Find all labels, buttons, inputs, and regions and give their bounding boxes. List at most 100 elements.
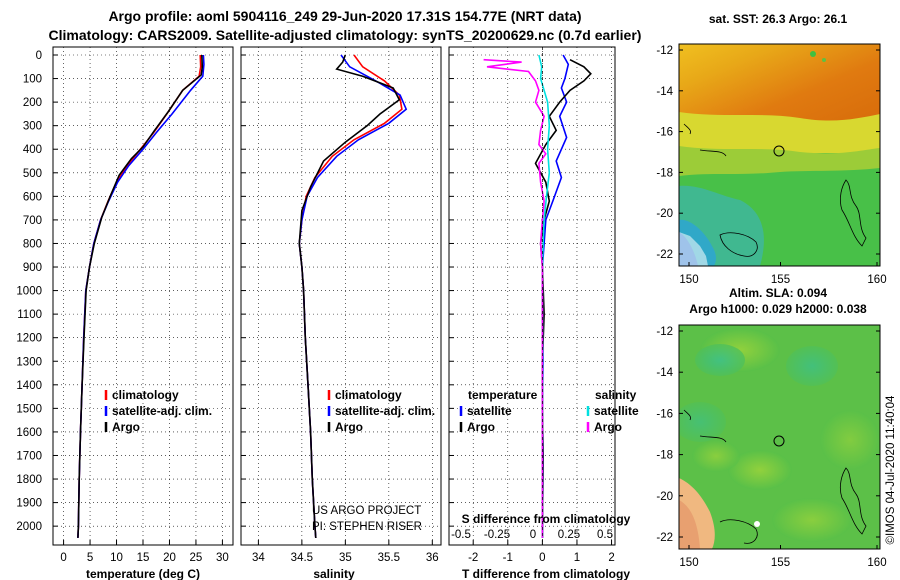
y-tick-label: 1200 bbox=[16, 333, 42, 345]
y-tick-label: 1000 bbox=[16, 286, 42, 298]
sla-map-title: Altim. SLA: 0.094 bbox=[729, 286, 827, 300]
legend-climatology: climatology bbox=[335, 388, 402, 402]
pi-annotation: PI: STEPHEN RISER bbox=[312, 521, 422, 533]
s-tick-label: 0 bbox=[530, 529, 536, 541]
s-tick-label: 0.5 bbox=[597, 529, 613, 541]
legend-t-argo: Argo bbox=[467, 420, 495, 434]
map-y-label: -14 bbox=[656, 86, 673, 98]
y-tick-label: 2000 bbox=[16, 521, 42, 533]
map-y-label: -12 bbox=[656, 45, 673, 57]
x-tick-label: 15 bbox=[137, 552, 150, 564]
legend-argo: Argo bbox=[335, 420, 363, 434]
x-tick-label: 0 bbox=[539, 552, 545, 564]
y-tick-label: 1900 bbox=[16, 498, 42, 510]
s-tick-label: 0.25 bbox=[558, 529, 580, 541]
profile-line-argo bbox=[298, 54, 401, 538]
salinity-x-axis: 34 34.5 35 35.5 36 bbox=[252, 540, 439, 564]
x-tick-label: 34 bbox=[252, 552, 265, 564]
map-y-label: -20 bbox=[656, 491, 673, 503]
x-tick-label: -2 bbox=[468, 552, 478, 564]
y-tick-label: 400 bbox=[23, 144, 42, 156]
temperature-x-axis: 0 5 10 15 20 25 30 bbox=[60, 540, 229, 564]
salinity-xlabel: salinity bbox=[313, 567, 355, 580]
y-tick-label: 200 bbox=[23, 97, 42, 109]
temperature-legend: climatology satellite-adj. clim. Argo bbox=[104, 388, 212, 434]
legend-s-argo: Argo bbox=[594, 420, 622, 434]
sst-map: sat. SST: 26.3 Argo: 26.1 -12 -14 -16 -18 -2… bbox=[656, 12, 886, 286]
y-tick-label: 0 bbox=[36, 50, 42, 62]
salinity-grid bbox=[241, 47, 441, 545]
sla-map-field bbox=[679, 325, 880, 549]
y-tick-label: 1500 bbox=[16, 403, 42, 415]
map-x-label: 160 bbox=[867, 557, 886, 569]
x-tick-label: 20 bbox=[163, 552, 176, 564]
salinity-legend: climatology satellite-adj. clim. Argo bbox=[327, 388, 435, 434]
temperature-xlabel: temperature (deg C) bbox=[86, 567, 200, 580]
profile-line-climatology bbox=[298, 54, 403, 538]
difference-panel: -2 -1 0 1 2 -0.5 -0.25 0 0.25 0.5 T difference fr… bbox=[448, 46, 639, 580]
s-tick-label: -0.5 bbox=[451, 529, 471, 541]
map-y-label: -16 bbox=[656, 127, 673, 139]
sla-map-subtitle: Argo h1000: 0.029 h2000: 0.038 bbox=[689, 302, 867, 316]
map-y-label: -18 bbox=[656, 450, 673, 462]
project-annotation: US ARGO PROJECT bbox=[312, 505, 421, 517]
legend-argo: Argo bbox=[112, 420, 140, 434]
y-tick-label: 500 bbox=[23, 168, 42, 180]
difference-profiles bbox=[483, 47, 592, 545]
figure-title-line1: Argo profile: aoml 5904116_249 29-Jun-20… bbox=[108, 8, 581, 24]
x-tick-label: 5 bbox=[87, 552, 93, 564]
x-tick-label: 10 bbox=[110, 552, 123, 564]
map-x-label: 150 bbox=[679, 274, 698, 286]
salinity-panel: 34 34.5 35 35.5 36 salinity climatology sate… bbox=[240, 46, 442, 580]
temperature-panel: 0100200300400500600700800900100011001200… bbox=[16, 46, 454, 580]
x-tick-label: 0 bbox=[60, 552, 66, 564]
y-tick-label: 1700 bbox=[16, 450, 42, 462]
temperature-profiles bbox=[77, 54, 205, 538]
x-tick-label: -1 bbox=[503, 552, 513, 564]
difference-grid bbox=[449, 47, 615, 545]
profile-line-satellite-adj-clim- bbox=[298, 54, 408, 538]
difference-top-label: S difference from climatology bbox=[462, 512, 631, 526]
difference-x-axis: -2 -1 0 1 2 -0.5 -0.25 0 0.25 0.5 bbox=[451, 529, 615, 564]
map-y-label: -18 bbox=[656, 167, 673, 179]
y-tick-label: 1800 bbox=[16, 474, 42, 486]
sst-map-axes: -12 -14 -16 -18 -20 -22 150 155 160 bbox=[656, 45, 886, 286]
y-tick-label: 100 bbox=[23, 74, 42, 86]
legend-climatology: climatology bbox=[112, 388, 179, 402]
sst-map-field bbox=[679, 44, 880, 266]
x-tick-label: 2 bbox=[608, 552, 614, 564]
profile-line-argo bbox=[77, 54, 204, 538]
difference-legend: temperature salinity satellite Argo sate… bbox=[459, 388, 639, 434]
x-tick-label: 30 bbox=[216, 552, 229, 564]
imos-timestamp: ©IMOS 04-Jul-2020 11:40:04 bbox=[885, 395, 897, 545]
map-x-label: 155 bbox=[771, 274, 790, 286]
map-x-label: 150 bbox=[679, 557, 698, 569]
y-tick-label: 1600 bbox=[16, 427, 42, 439]
map-y-label: -16 bbox=[656, 408, 673, 420]
x-tick-label: 36 bbox=[426, 552, 439, 564]
y-tick-label: 700 bbox=[23, 215, 42, 227]
map-y-label: -20 bbox=[656, 208, 673, 220]
profile-line-t-argo bbox=[534, 58, 592, 538]
temperature-grid bbox=[53, 47, 233, 545]
legend-satellite: satellite-adj. clim. bbox=[335, 404, 435, 418]
map-x-label: 160 bbox=[867, 274, 886, 286]
x-tick-label: 34.5 bbox=[291, 552, 313, 564]
map-y-label: -22 bbox=[656, 249, 673, 261]
sst-map-title: sat. SST: 26.3 Argo: 26.1 bbox=[709, 12, 848, 26]
y-tick-label: 900 bbox=[23, 262, 42, 274]
x-tick-label: 35 bbox=[339, 552, 352, 564]
figure-title-line2: Climatology: CARS2009. Satellite-adjuste… bbox=[49, 27, 642, 43]
difference-panel-frame bbox=[448, 46, 616, 546]
depth-axis: 0 100 200 300 400 500 600 700 800 900 1000 1100 1200… bbox=[16, 50, 454, 533]
legend-s-satellite: satellite bbox=[594, 404, 639, 418]
map-y-label: -22 bbox=[656, 532, 673, 544]
profile-line-s-argo bbox=[483, 58, 547, 538]
y-tick-label: 600 bbox=[23, 191, 42, 203]
x-tick-label: 1 bbox=[574, 552, 580, 564]
salinity-profiles bbox=[298, 54, 408, 538]
y-tick-label: 1400 bbox=[16, 380, 42, 392]
legend-title-salinity: salinity bbox=[595, 388, 637, 402]
y-tick-label: 300 bbox=[23, 121, 42, 133]
